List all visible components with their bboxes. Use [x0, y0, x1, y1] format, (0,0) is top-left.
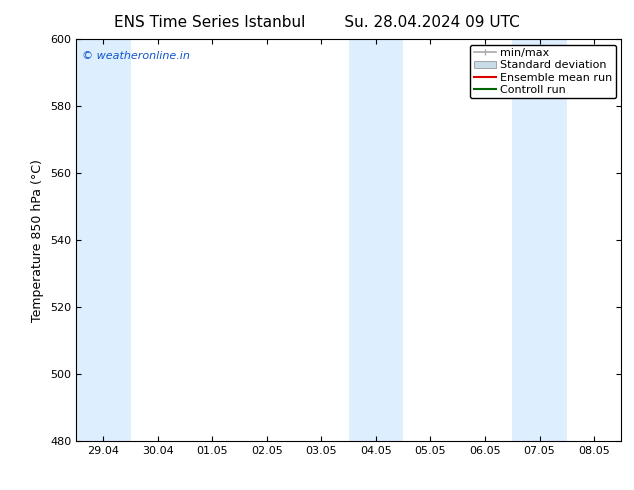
Bar [512, 39, 567, 441]
Bar [349, 39, 403, 441]
Legend: min/max, Standard deviation, Ensemble mean run, Controll run: min/max, Standard deviation, Ensemble me… [470, 45, 616, 98]
Text: ENS Time Series Istanbul        Su. 28.04.2024 09 UTC: ENS Time Series Istanbul Su. 28.04.2024 … [114, 15, 520, 30]
Y-axis label: Temperature 850 hPa (°C): Temperature 850 hPa (°C) [32, 159, 44, 321]
Text: © weatheronline.in: © weatheronline.in [82, 51, 190, 61]
Bar [76, 39, 131, 441]
